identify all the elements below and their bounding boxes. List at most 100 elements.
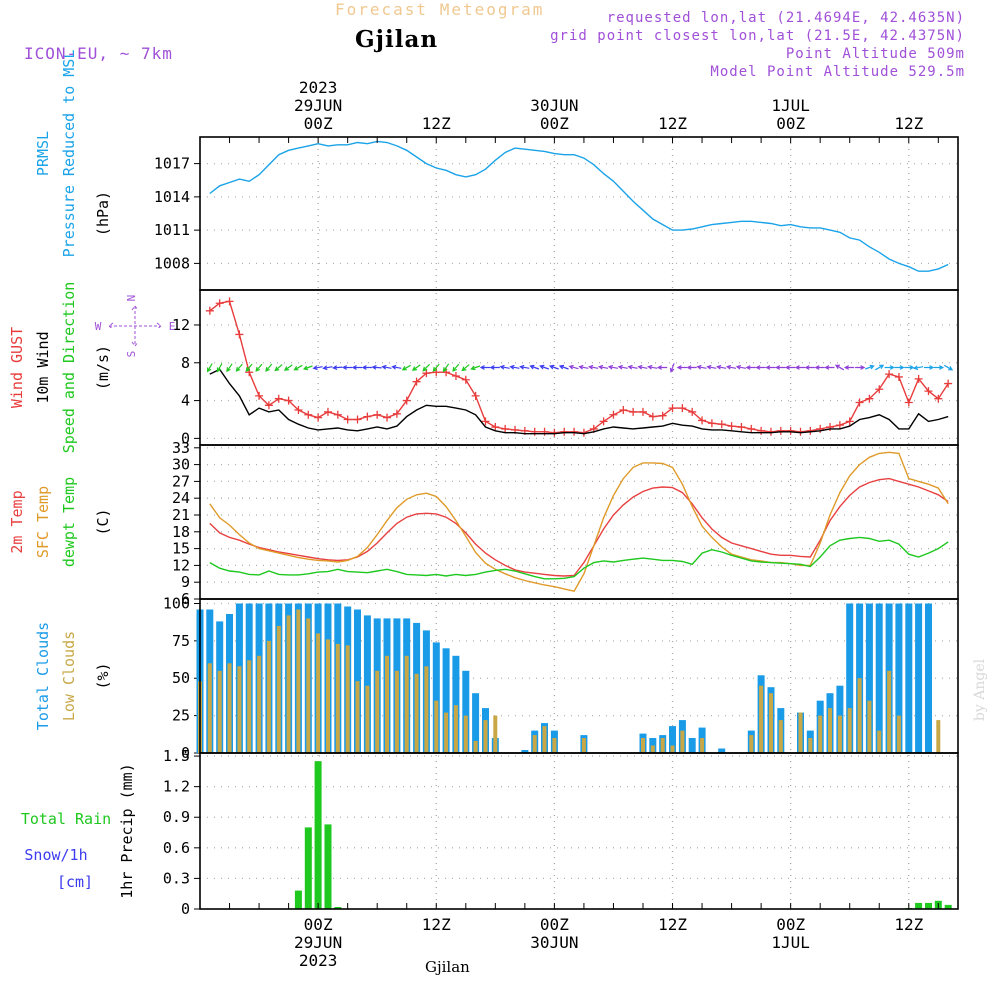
gust-marker	[314, 413, 323, 422]
gust-marker	[392, 409, 401, 418]
y-axis-label: 2m Temp	[8, 490, 26, 553]
bar-low-clouds	[532, 735, 537, 753]
y-tick-label: 27	[172, 472, 190, 490]
wind-arrow	[422, 363, 431, 372]
bar-low-clouds	[808, 738, 813, 753]
bar-total-rain	[334, 907, 342, 909]
panel-pressure: 1008 1011 1014 1017 PRMSL Pressure Reduced to…	[34, 50, 959, 291]
bar-low-clouds	[867, 700, 872, 753]
bottom-time-label: 00Z	[304, 915, 333, 934]
gust-marker	[255, 391, 264, 400]
y-tick-label: 50	[172, 669, 190, 687]
gust-marker	[422, 369, 431, 378]
bar-total-clouds	[718, 748, 726, 753]
y-tick-label: 25	[172, 707, 190, 725]
bar-low-clouds	[650, 745, 655, 753]
wind-arrow	[529, 364, 540, 370]
bar-total-clouds	[521, 750, 529, 753]
wind-arrow	[924, 365, 935, 370]
wind-arrow	[716, 364, 727, 370]
wind-arrow	[274, 364, 283, 372]
wind-arrow	[361, 365, 372, 370]
gust-marker	[658, 411, 667, 420]
wind-arrow	[656, 365, 668, 370]
wind-arrow	[265, 363, 273, 372]
model-label: ICON-EU, ~ 7km	[24, 44, 173, 63]
wind-arrow	[381, 364, 392, 370]
bar-total-clouds	[915, 603, 923, 753]
y-tick-label: 4	[181, 392, 190, 410]
bar-low-clouds	[404, 655, 409, 753]
bar-low-clouds	[414, 673, 419, 753]
bar-total-clouds	[846, 603, 854, 753]
gust-marker	[215, 299, 224, 308]
wind-arrow	[696, 364, 707, 370]
gust-marker	[323, 407, 332, 416]
gust-marker	[668, 404, 677, 413]
gust-marker	[619, 406, 628, 415]
gust-marker	[491, 423, 500, 432]
wind-arrow	[794, 365, 805, 370]
y-axis-label: SFC Temp	[34, 486, 52, 558]
gust-marker	[599, 417, 608, 426]
bar-total-rain	[294, 890, 302, 909]
y-tick-label: 0	[181, 900, 190, 918]
wind-arrow	[452, 363, 460, 372]
gust-marker	[747, 424, 756, 433]
gust-marker	[402, 396, 411, 405]
wind-arrow	[933, 365, 945, 370]
wind-arrow	[401, 364, 411, 371]
bar-low-clouds	[444, 712, 449, 753]
top-time-label: 1JUL	[771, 96, 810, 115]
bar-low-clouds	[641, 738, 645, 753]
gust-marker	[688, 407, 697, 416]
y-axis-label: (C)	[94, 508, 112, 535]
y-tick-label: 6	[181, 590, 190, 608]
bar-total-rain	[925, 902, 932, 909]
gust-marker	[904, 398, 913, 407]
wind-arrow	[676, 365, 687, 370]
bar-total-clouds	[669, 726, 676, 753]
wind-arrow	[894, 365, 905, 370]
wind-arrow	[539, 364, 549, 370]
gust-marker	[934, 394, 943, 403]
wind-arrow	[391, 364, 402, 370]
bar-low-clouds	[247, 660, 252, 753]
bar-low-clouds	[345, 645, 350, 753]
gust-marker	[875, 385, 884, 394]
credit-label: by Angel	[972, 658, 988, 722]
gust-marker	[835, 421, 844, 430]
wind-arrow	[341, 365, 353, 370]
gust-marker	[304, 410, 313, 419]
y-tick-label: 12	[172, 556, 190, 574]
location-title: Gjilan	[355, 26, 439, 53]
wind-arrow	[519, 364, 530, 370]
top-time-label: 00Z	[776, 114, 805, 133]
wind-arrow	[735, 364, 747, 370]
bar-total-rain	[324, 824, 332, 909]
y-axis-label: 1hr Precip (mm)	[118, 763, 136, 898]
bar-low-clouds	[660, 738, 665, 753]
y-tick-label: 15	[172, 540, 190, 558]
gust-marker	[373, 410, 382, 419]
gust-marker	[737, 423, 746, 432]
y-tick-label: 1011	[154, 221, 190, 239]
gust-marker	[501, 424, 510, 433]
wind-arrow	[549, 364, 559, 370]
y-axis-label: PRMSL	[34, 131, 52, 176]
gust-marker	[284, 396, 293, 405]
gust-marker	[294, 406, 303, 415]
bar-low-clouds	[355, 681, 360, 753]
wind-arrow	[283, 364, 293, 371]
point-altitude: Point Altitude 509m	[785, 46, 965, 62]
bar-low-clouds	[493, 715, 498, 753]
y-tick-label: 8	[181, 354, 190, 372]
wind-arrow	[607, 364, 619, 370]
precip-legend: [cm]	[57, 873, 93, 891]
series-line-prmsl	[209, 140, 949, 272]
gust-marker	[471, 391, 480, 400]
y-tick-label: 1008	[154, 254, 190, 272]
wind-arrow	[944, 364, 954, 371]
bar-low-clouds	[818, 715, 823, 753]
